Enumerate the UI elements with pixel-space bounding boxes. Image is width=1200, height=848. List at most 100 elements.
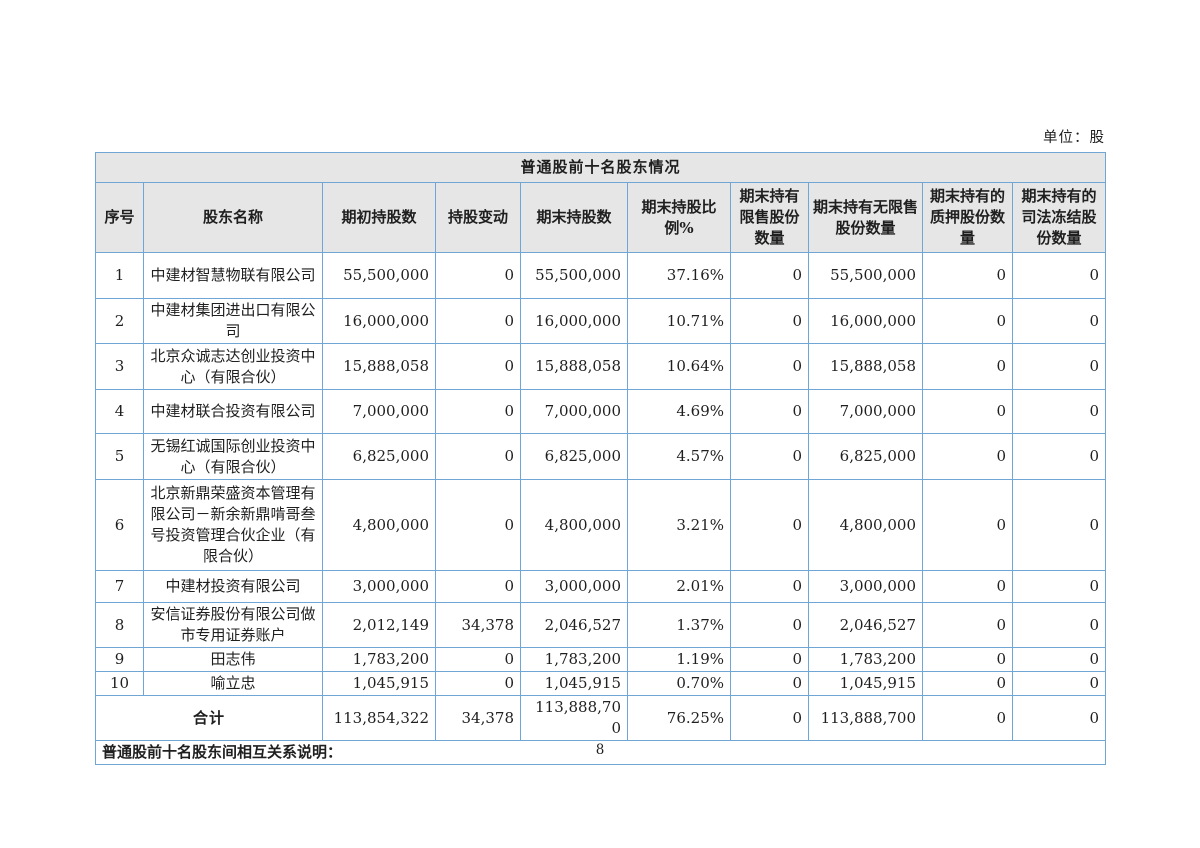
total-row: 合计 113,854,322 34,378 113,888,700 76.25% 0 113… <box>95 695 1107 741</box>
cell-unrestricted: 1,783,200 <box>808 647 923 672</box>
cell-frozen: 0 <box>1011 479 1107 571</box>
cell-name: 田志伟 <box>143 647 323 672</box>
table-row: 2 中建材集团进出口有限公司 16,000,000 0 16,000,000 10.71%… <box>95 298 1107 344</box>
table-title-row: 普通股前十名股东情况 <box>94 152 1107 183</box>
column-header: 期初持股数 <box>322 182 436 253</box>
cell-no: 4 <box>95 389 144 434</box>
cell-unrestricted: 2,046,527 <box>808 602 923 648</box>
cell-unrestricted: 6,825,000 <box>808 433 923 480</box>
cell-frozen: 0 <box>1011 570 1107 603</box>
cell-name: 中建材投资有限公司 <box>143 570 323 603</box>
table-row: 9 田志伟 1,783,200 0 1,783,200 1.19% 0 1,783,200 0 0 <box>95 647 1107 672</box>
cell-ratio: 4.57% <box>627 433 731 480</box>
cell-unrestricted: 16,000,000 <box>808 298 923 344</box>
cell-begin: 15,888,058 <box>322 343 436 390</box>
cell-no: 5 <box>95 433 144 480</box>
cell-frozen: 0 <box>1011 343 1107 390</box>
cell-pledged: 0 <box>922 570 1013 603</box>
cell-change: 0 <box>435 433 521 480</box>
cell-restricted: 0 <box>730 479 809 571</box>
cell-begin: 55,500,000 <box>322 252 436 299</box>
cell-pledged: 0 <box>922 389 1013 434</box>
cell-end: 2,046,527 <box>520 602 628 648</box>
cell-unrestricted: 15,888,058 <box>808 343 923 390</box>
cell-end: 15,888,058 <box>520 343 628 390</box>
cell-pledged: 0 <box>922 647 1013 672</box>
cell-change: 0 <box>435 570 521 603</box>
cell-end: 6,825,000 <box>520 433 628 480</box>
table-row: 6 北京新鼎荣盛资本管理有限公司－新余新鼎啃哥叁号投资管理合伙企业（有限合伙） 4,… <box>95 479 1107 571</box>
cell-restricted: 0 <box>730 252 809 299</box>
unit-label: 单位：股 <box>1043 130 1105 146</box>
cell-pledged: 0 <box>922 433 1013 480</box>
cell-frozen: 0 <box>1011 433 1107 480</box>
cell-begin: 3,000,000 <box>322 570 436 603</box>
cell-restricted: 0 <box>730 570 809 603</box>
cell-change: 0 <box>435 252 521 299</box>
cell-no: 3 <box>95 343 144 390</box>
cell-name: 安信证券股份有限公司做市专用证券账户 <box>143 602 323 648</box>
cell-restricted: 0 <box>730 602 809 648</box>
cell-name: 中建材联合投资有限公司 <box>143 389 323 434</box>
cell-ratio: 2.01% <box>627 570 731 603</box>
cell-name: 北京众诚志达创业投资中心（有限合伙） <box>143 343 323 390</box>
cell-no: 9 <box>95 647 144 672</box>
total-pledged: 0 <box>922 695 1013 741</box>
table-title: 普通股前十名股东情况 <box>94 152 1107 183</box>
cell-change: 0 <box>435 389 521 434</box>
cell-name: 喻立忠 <box>143 671 323 696</box>
cell-begin: 4,800,000 <box>322 479 436 571</box>
column-header: 期末持有无限售股份数量 <box>808 182 923 253</box>
cell-unrestricted: 7,000,000 <box>808 389 923 434</box>
cell-ratio: 10.64% <box>627 343 731 390</box>
shareholders-table: 普通股前十名股东情况 序号 股东名称 期初持股数 持股变动 期末持股数 期末持股比例% 期末… <box>94 152 1107 765</box>
cell-frozen: 0 <box>1011 389 1107 434</box>
cell-frozen: 0 <box>1011 602 1107 648</box>
cell-unrestricted: 55,500,000 <box>808 252 923 299</box>
cell-frozen: 0 <box>1011 647 1107 672</box>
cell-ratio: 0.70% <box>627 671 731 696</box>
cell-no: 2 <box>95 298 144 344</box>
cell-frozen: 0 <box>1011 671 1107 696</box>
cell-name: 无锡红诚国际创业投资中心（有限合伙） <box>143 433 323 480</box>
cell-unrestricted: 3,000,000 <box>808 570 923 603</box>
cell-restricted: 0 <box>730 389 809 434</box>
note-row: 普通股前十名股东间相互关系说明： <box>94 740 1107 765</box>
total-change: 34,378 <box>435 695 521 741</box>
cell-restricted: 0 <box>730 647 809 672</box>
cell-begin: 2,012,149 <box>322 602 436 648</box>
cell-end: 1,783,200 <box>520 647 628 672</box>
cell-restricted: 0 <box>730 433 809 480</box>
cell-change: 0 <box>435 671 521 696</box>
cell-name: 中建材智慧物联有限公司 <box>143 252 323 299</box>
cell-name: 北京新鼎荣盛资本管理有限公司－新余新鼎啃哥叁号投资管理合伙企业（有限合伙） <box>143 479 323 571</box>
cell-change: 34,378 <box>435 602 521 648</box>
cell-begin: 7,000,000 <box>322 389 436 434</box>
column-header: 序号 <box>95 182 144 253</box>
column-header: 股东名称 <box>143 182 323 253</box>
cell-frozen: 0 <box>1011 298 1107 344</box>
cell-unrestricted: 1,045,915 <box>808 671 923 696</box>
cell-change: 0 <box>435 479 521 571</box>
cell-no: 10 <box>95 671 144 696</box>
cell-end: 1,045,915 <box>520 671 628 696</box>
relationship-note: 普通股前十名股东间相互关系说明： <box>94 740 1107 765</box>
table-row: 10 喻立忠 1,045,915 0 1,045,915 0.70% 0 1,045,915 0… <box>95 671 1107 696</box>
cell-name: 中建材集团进出口有限公司 <box>143 298 323 344</box>
cell-restricted: 0 <box>730 343 809 390</box>
cell-begin: 6,825,000 <box>322 433 436 480</box>
cell-begin: 1,783,200 <box>322 647 436 672</box>
total-label: 合计 <box>95 695 323 741</box>
cell-end: 7,000,000 <box>520 389 628 434</box>
cell-no: 1 <box>95 252 144 299</box>
table-row: 4 中建材联合投资有限公司 7,000,000 0 7,000,000 4.69% 0 7,0… <box>95 389 1107 434</box>
table-row: 1 中建材智慧物联有限公司 55,500,000 0 55,500,000 37.16% 0… <box>95 252 1107 299</box>
column-header: 期末持有的司法冻结股份数量 <box>1011 182 1107 253</box>
cell-no: 8 <box>95 602 144 648</box>
total-ratio: 76.25% <box>627 695 731 741</box>
page-number: 8 <box>595 742 605 758</box>
cell-ratio: 1.19% <box>627 647 731 672</box>
cell-change: 0 <box>435 647 521 672</box>
cell-no: 6 <box>95 479 144 571</box>
